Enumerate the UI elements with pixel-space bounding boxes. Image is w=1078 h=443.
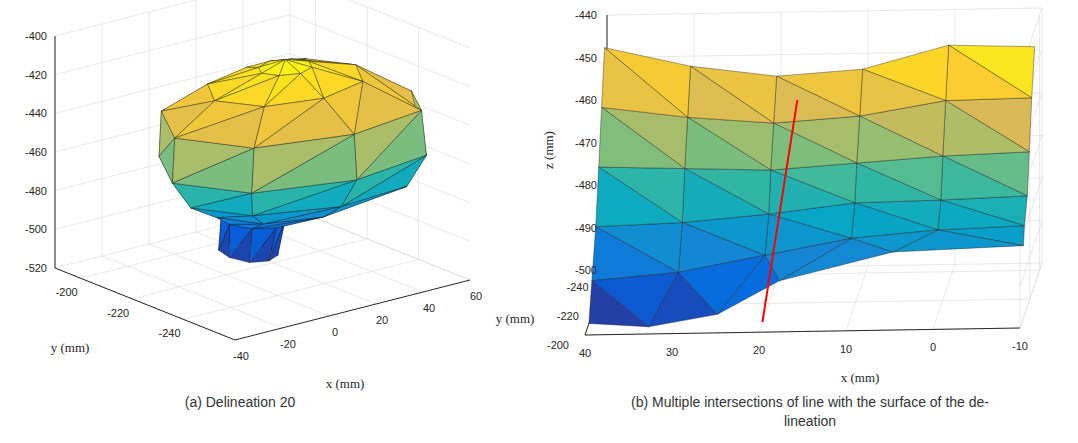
svg-text:-10: -10 <box>1012 340 1028 352</box>
svg-text:(b) Multiple intersections of: (b) Multiple intersections of line with … <box>631 394 989 410</box>
svg-text:x (mm): x (mm) <box>841 370 880 385</box>
svg-text:-220: -220 <box>557 310 579 322</box>
svg-text:y (mm): y (mm) <box>51 340 90 355</box>
svg-text:-490: -490 <box>575 222 597 234</box>
svg-text:40: 40 <box>579 347 591 359</box>
svg-text:-200: -200 <box>56 286 78 298</box>
svg-text:-520: -520 <box>25 262 47 274</box>
svg-text:-480: -480 <box>575 179 597 191</box>
svg-text:60: 60 <box>470 290 482 302</box>
svg-text:z (mm): z (mm) <box>541 131 556 169</box>
svg-text:-460: -460 <box>575 94 597 106</box>
svg-text:-470: -470 <box>575 137 597 149</box>
svg-text:-400: -400 <box>25 30 47 42</box>
svg-text:-240: -240 <box>567 281 589 293</box>
svg-text:-220: -220 <box>107 307 129 319</box>
svg-text:-240: -240 <box>159 327 181 339</box>
svg-text:-440: -440 <box>25 107 47 119</box>
svg-text:x (mm): x (mm) <box>326 376 365 391</box>
svg-text:lineation: lineation <box>784 413 836 429</box>
svg-text:10: 10 <box>840 343 852 355</box>
svg-text:-440: -440 <box>575 9 597 21</box>
svg-text:-200: -200 <box>547 339 569 351</box>
svg-text:20: 20 <box>376 314 388 326</box>
svg-text:20: 20 <box>753 344 765 356</box>
svg-text:-40: -40 <box>233 350 249 362</box>
svg-text:-460: -460 <box>25 146 47 158</box>
svg-text:-420: -420 <box>25 69 47 81</box>
svg-text:-480: -480 <box>25 185 47 197</box>
svg-text:y (mm): y (mm) <box>496 311 535 326</box>
svg-text:0: 0 <box>930 341 936 353</box>
svg-text:(a) Delineation 20: (a) Delineation 20 <box>185 394 296 410</box>
svg-text:0: 0 <box>332 326 338 338</box>
svg-text:-500: -500 <box>25 223 47 235</box>
svg-text:-450: -450 <box>575 52 597 64</box>
svg-text:-20: -20 <box>280 338 296 350</box>
svg-text:30: 30 <box>666 346 678 358</box>
svg-text:-500: -500 <box>575 264 597 276</box>
svg-text:40: 40 <box>423 302 435 314</box>
